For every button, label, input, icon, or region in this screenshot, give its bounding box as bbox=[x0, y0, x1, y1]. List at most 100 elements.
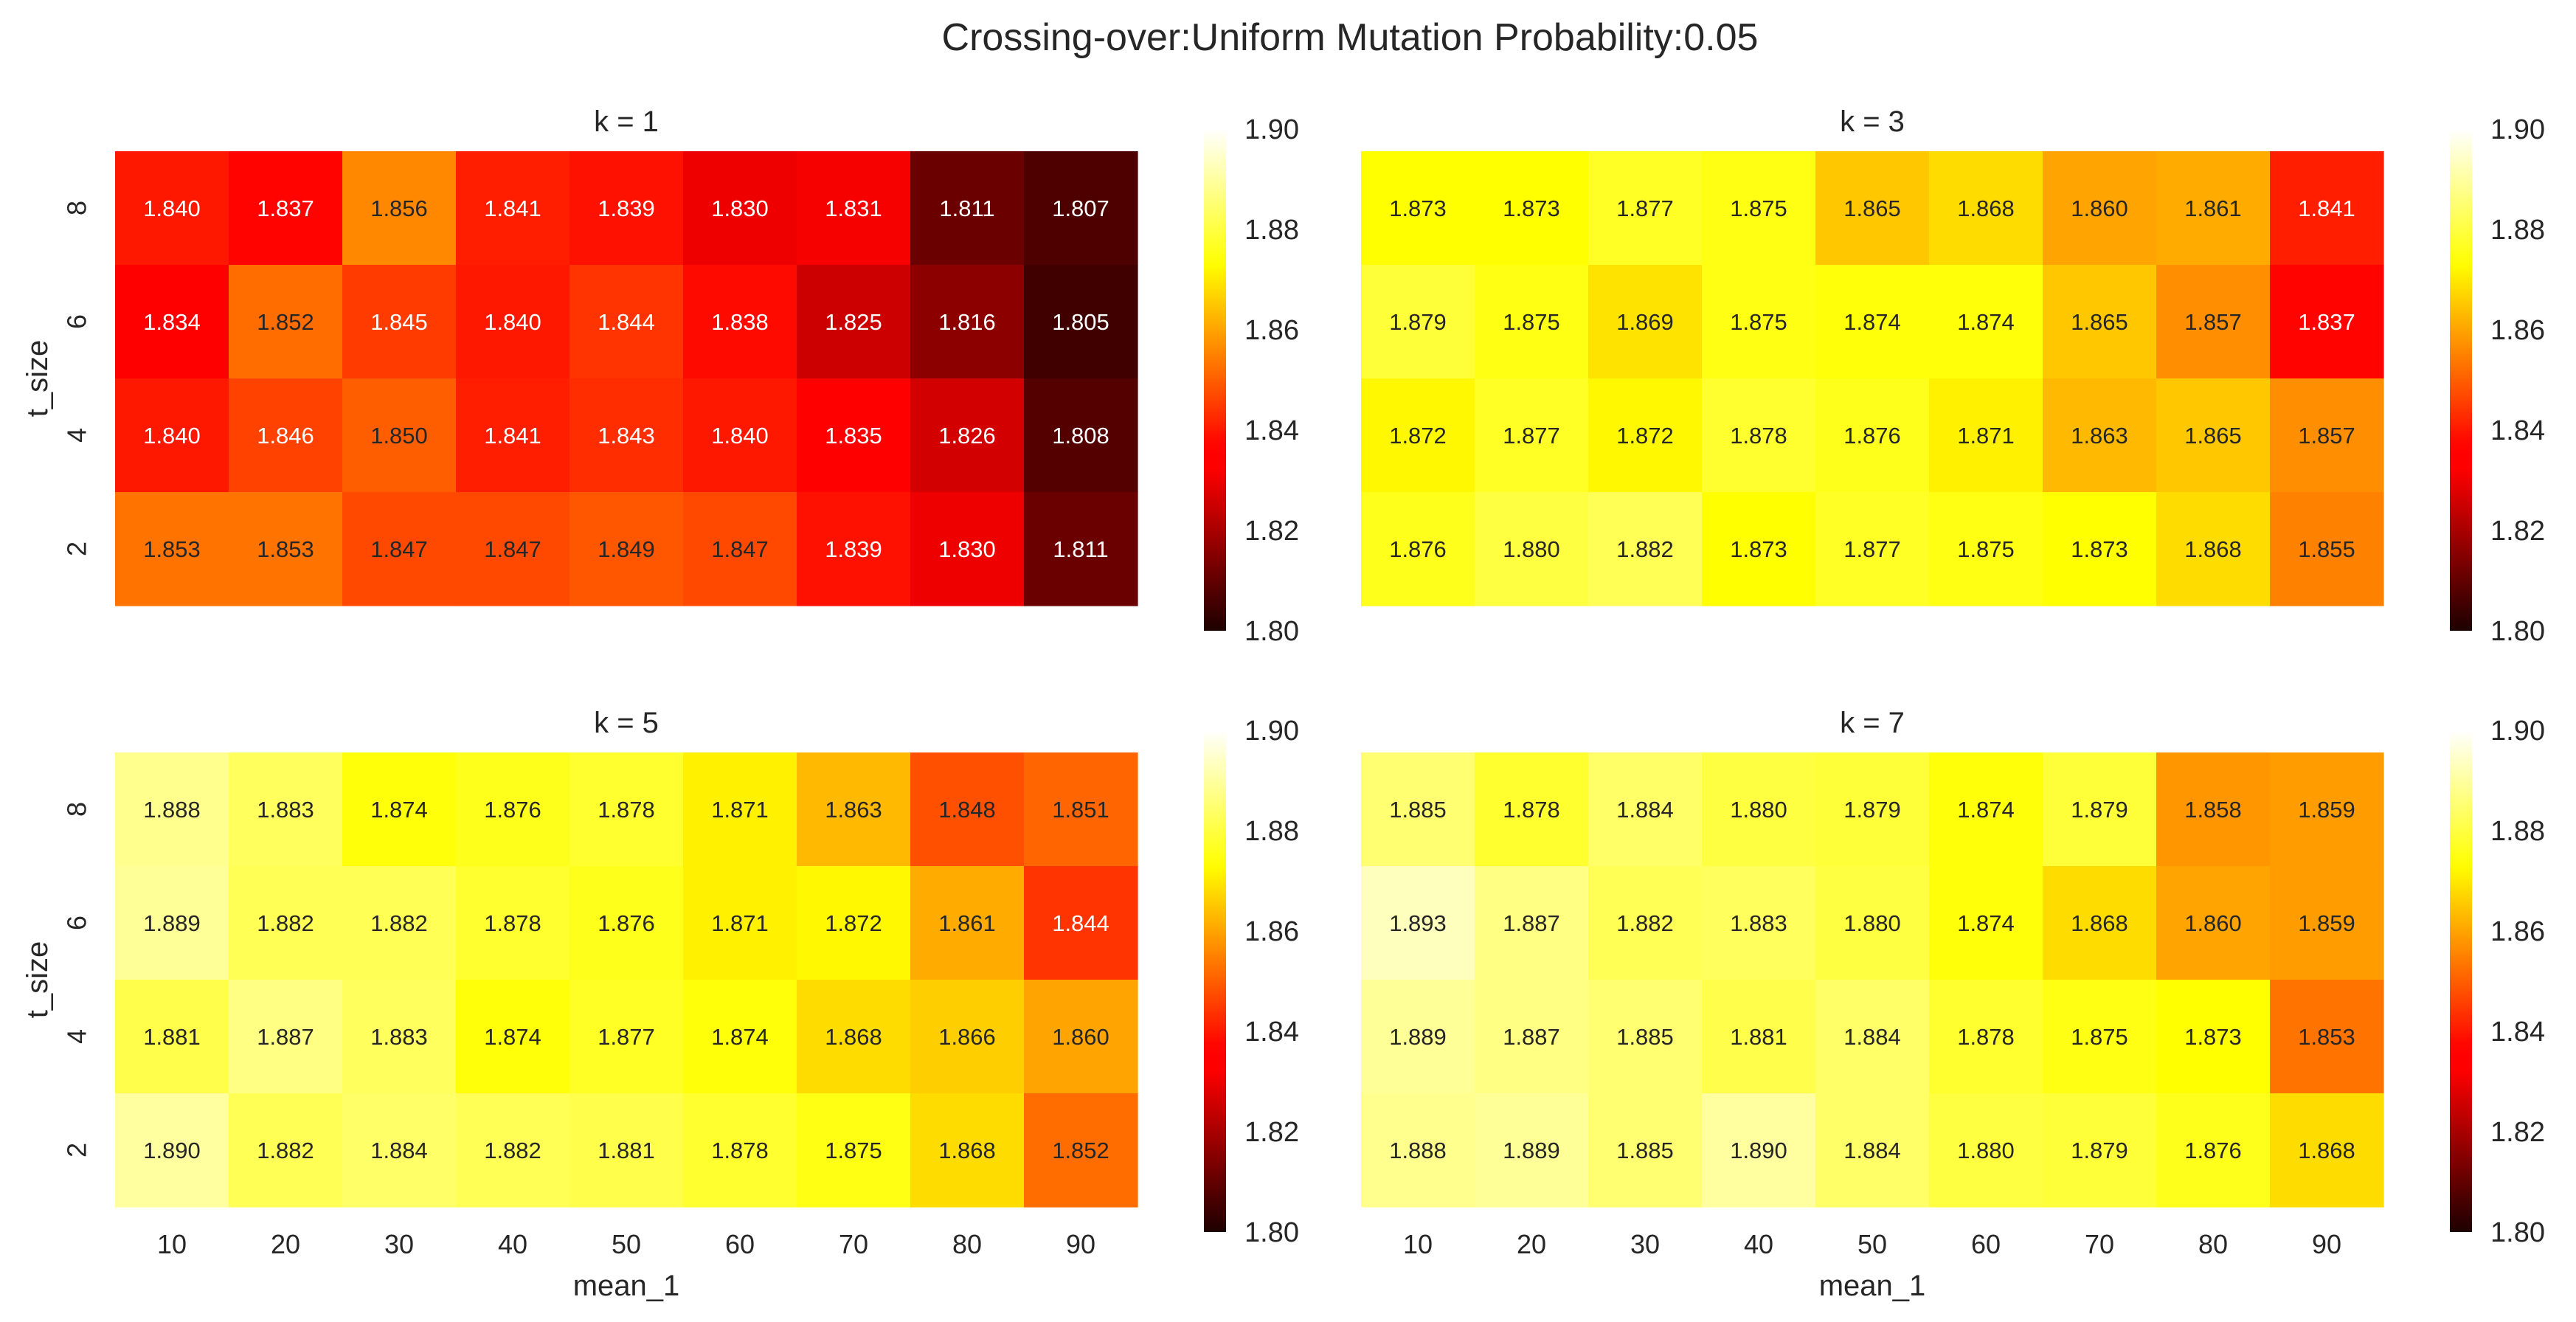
heatmap-cell bbox=[229, 866, 343, 980]
cell-value-label: 1.852 bbox=[1052, 1138, 1109, 1163]
cell-value-label: 1.843 bbox=[598, 423, 655, 449]
heatmap-cell bbox=[569, 492, 684, 606]
colorbar-tick-label: 1.82 bbox=[2490, 1117, 2545, 1148]
heatmap-cell bbox=[1588, 265, 1703, 379]
colorbar-tick-label: 1.82 bbox=[1244, 1117, 1299, 1148]
cell-value-label: 1.873 bbox=[1389, 195, 1447, 221]
cell-value-label: 1.873 bbox=[2071, 536, 2128, 562]
cell-value-label: 1.853 bbox=[2298, 1024, 2355, 1050]
cell-value-label: 1.876 bbox=[2184, 1138, 2242, 1163]
cell-value-label: 1.848 bbox=[938, 797, 996, 823]
heatmap-cell bbox=[1588, 866, 1703, 980]
heatmap-cell bbox=[1929, 866, 2043, 980]
cell-value-label: 1.882 bbox=[1616, 536, 1674, 562]
heatmap-cell bbox=[683, 752, 797, 867]
heatmap-cell bbox=[797, 265, 911, 379]
heatmap-cell bbox=[683, 378, 797, 493]
x-tick-label: 90 bbox=[1066, 1229, 1095, 1259]
heatmap-cell bbox=[1361, 980, 1475, 1094]
heatmap-cell bbox=[2043, 151, 2157, 266]
colorbar-tick-label: 1.82 bbox=[2490, 516, 2545, 547]
y-tick-label: 2 bbox=[62, 541, 92, 556]
heatmap-cell bbox=[683, 151, 797, 266]
cell-value-label: 1.882 bbox=[257, 910, 314, 936]
cell-value-label: 1.839 bbox=[825, 536, 882, 562]
cell-value-label: 1.830 bbox=[938, 536, 996, 562]
heatmap-cell bbox=[797, 1093, 911, 1208]
heatmap-cell bbox=[115, 492, 229, 606]
colorbar-tick-label: 1.90 bbox=[2490, 114, 2545, 145]
x-tick-label: 60 bbox=[725, 1229, 755, 1259]
heatmap-cell bbox=[456, 752, 570, 867]
x-tick-label: 60 bbox=[1971, 1229, 2001, 1259]
heatmap-cell bbox=[2043, 378, 2157, 493]
cell-value-label: 1.873 bbox=[1730, 536, 1787, 562]
x-tick-label: 50 bbox=[612, 1229, 641, 1259]
heatmap-cell bbox=[683, 1093, 797, 1208]
heatmap-cell bbox=[1929, 752, 2043, 867]
heatmap-cell bbox=[342, 151, 457, 266]
x-tick-label: 10 bbox=[1403, 1229, 1433, 1259]
cell-value-label: 1.837 bbox=[257, 195, 314, 221]
colorbar-tick-label: 1.90 bbox=[1244, 716, 1299, 747]
cell-value-label: 1.875 bbox=[1730, 195, 1787, 221]
heatmap-cell bbox=[1588, 1093, 1703, 1208]
heatmap-panel-2: k = 3 1.873 1.873 1.877 1.875 1.865 1.868 1.860… bbox=[1361, 105, 2545, 647]
cell-value-label: 1.887 bbox=[257, 1024, 314, 1050]
cell-value-label: 1.882 bbox=[257, 1138, 314, 1163]
x-tick-label: 10 bbox=[157, 1229, 187, 1259]
cell-value-label: 1.879 bbox=[1843, 797, 1901, 823]
cell-value-label: 1.871 bbox=[711, 797, 769, 823]
heatmap-cell bbox=[683, 866, 797, 980]
cell-value-label: 1.834 bbox=[143, 309, 201, 335]
heatmap-cell bbox=[910, 1093, 1025, 1208]
heatmap-panels: k = 1 1.840 1.837 1.856 1.841 1.839 1.830 1.831… bbox=[21, 105, 2545, 1302]
cell-value-label: 1.880 bbox=[1503, 536, 1560, 562]
cell-value-label: 1.876 bbox=[484, 797, 541, 823]
heatmap-cell bbox=[910, 752, 1025, 867]
x-axis-label: mean_1 bbox=[573, 1270, 680, 1302]
cell-value-label: 1.874 bbox=[484, 1024, 541, 1050]
cell-value-label: 1.874 bbox=[1843, 309, 1901, 335]
x-axis-label: mean_1 bbox=[1819, 1270, 1926, 1302]
colorbar-tick-label: 1.86 bbox=[1244, 315, 1299, 346]
heatmap-cell bbox=[229, 980, 343, 1094]
heatmap-cell bbox=[683, 492, 797, 606]
heatmap-cell bbox=[797, 151, 911, 266]
x-tick-label: 90 bbox=[2312, 1229, 2341, 1259]
heatmap-cell bbox=[1024, 866, 1138, 980]
y-tick-label: 2 bbox=[62, 1143, 92, 1157]
cell-value-label: 1.878 bbox=[598, 797, 655, 823]
cell-value-label: 1.866 bbox=[938, 1024, 996, 1050]
x-tick-label: 80 bbox=[952, 1229, 982, 1259]
heatmap-cell bbox=[456, 492, 570, 606]
colorbar-tick-label: 1.90 bbox=[2490, 716, 2545, 747]
colorbar-tick-label: 1.80 bbox=[2490, 616, 2545, 647]
heatmap-cell bbox=[797, 752, 911, 867]
cell-value-label: 1.847 bbox=[711, 536, 769, 562]
heatmap-cell bbox=[1929, 265, 2043, 379]
cell-value-label: 1.875 bbox=[2071, 1024, 2128, 1050]
cell-value-label: 1.876 bbox=[598, 910, 655, 936]
heatmap-cell bbox=[1588, 492, 1703, 606]
heatmap-cell bbox=[2270, 752, 2384, 867]
cell-value-label: 1.873 bbox=[1503, 195, 1560, 221]
cell-value-label: 1.888 bbox=[143, 797, 201, 823]
heatmap-cell bbox=[1588, 752, 1703, 867]
heatmap-cell bbox=[2270, 980, 2384, 1094]
cell-value-label: 1.875 bbox=[1957, 536, 2015, 562]
cell-value-label: 1.882 bbox=[1616, 910, 1674, 936]
cell-value-label: 1.882 bbox=[370, 910, 428, 936]
cell-value-label: 1.859 bbox=[2298, 910, 2355, 936]
cell-value-label: 1.884 bbox=[370, 1138, 428, 1163]
heatmap-cell bbox=[456, 151, 570, 266]
heatmap-cell bbox=[1815, 378, 1930, 493]
heatmap-cell bbox=[1475, 265, 1589, 379]
y-axis-label: t_size bbox=[21, 340, 54, 418]
heatmap-cell bbox=[910, 492, 1025, 606]
x-tick-label: 50 bbox=[1857, 1229, 1887, 1259]
heatmap-cell bbox=[342, 752, 457, 867]
heatmap-cell bbox=[1475, 378, 1589, 493]
panel-title: k = 1 bbox=[594, 105, 659, 138]
heatmap-cell bbox=[1361, 752, 1475, 867]
